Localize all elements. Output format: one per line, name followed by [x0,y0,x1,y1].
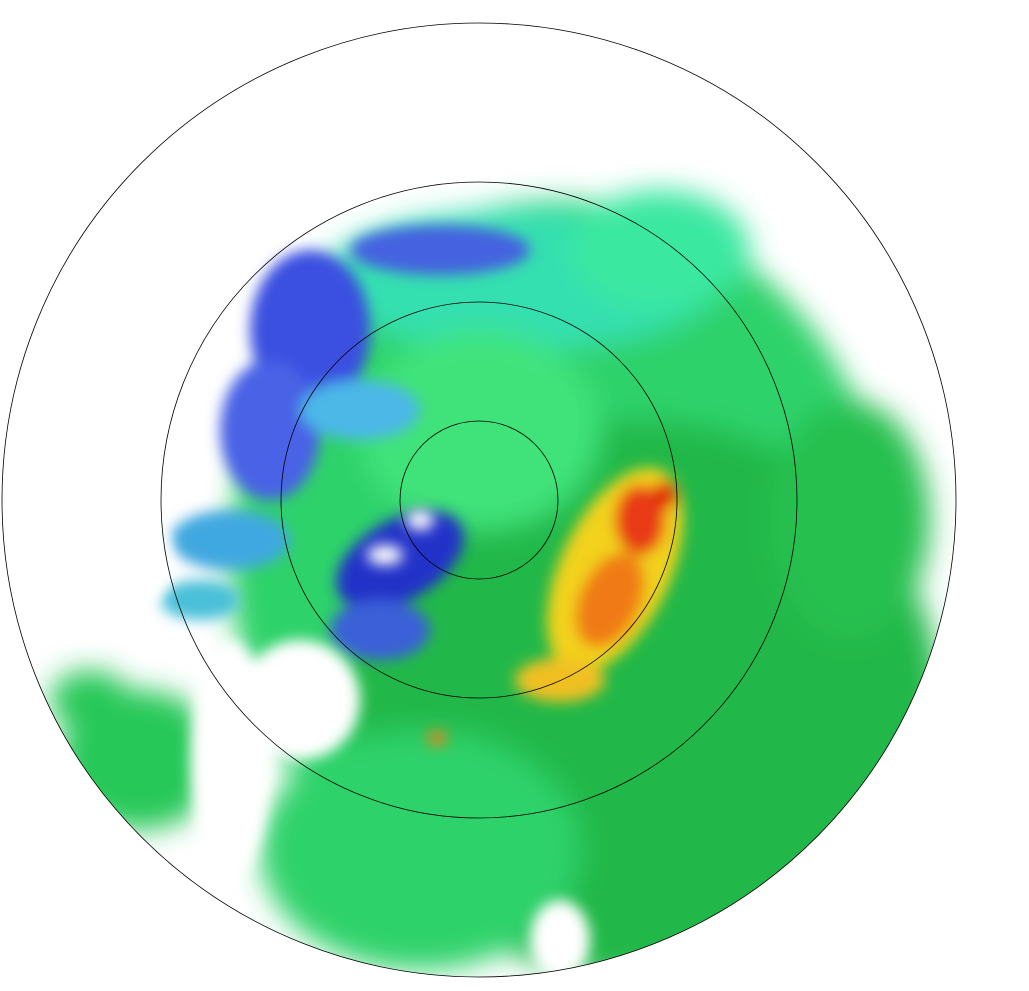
light-echo [50,190,940,977]
range-ring [399,420,559,580]
echoes [10,40,940,977]
range-ring [280,301,678,699]
range-ring [160,181,798,819]
strong-echo [427,467,684,745]
range-rings [1,22,957,978]
range-ring [1,22,957,978]
